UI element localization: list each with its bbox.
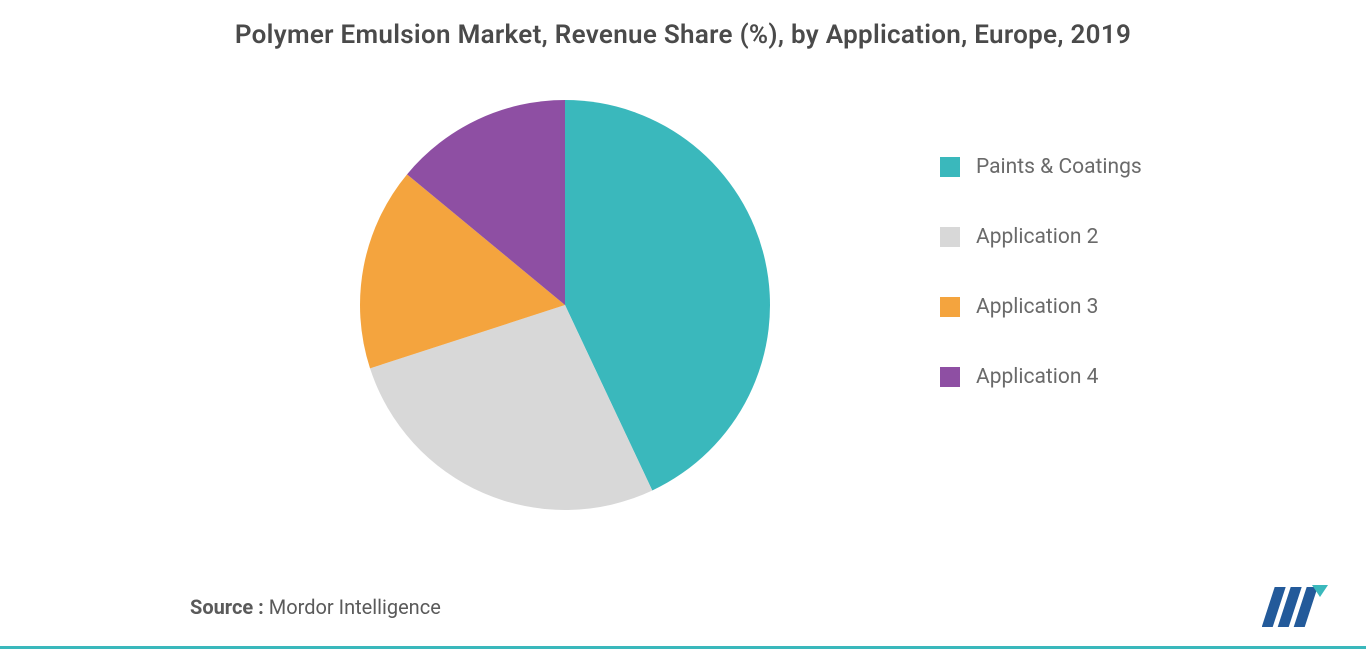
source-attribution: Source : Mordor Intelligence xyxy=(190,595,441,619)
legend-swatch xyxy=(940,367,960,387)
legend-swatch xyxy=(940,227,960,247)
brand-logo xyxy=(1262,583,1330,631)
legend-item: Application 2 xyxy=(940,225,1142,249)
accent-divider xyxy=(0,646,1366,649)
legend-label: Application 3 xyxy=(976,295,1098,319)
pie-chart xyxy=(350,90,780,520)
legend-swatch xyxy=(940,157,960,177)
legend-label: Paints & Coatings xyxy=(976,155,1142,179)
source-prefix: Source : xyxy=(190,595,264,619)
legend-item: Application 4 xyxy=(940,365,1142,389)
legend-item: Application 3 xyxy=(940,295,1142,319)
legend-swatch xyxy=(940,297,960,317)
chart-legend: Paints & Coatings Application 2 Applicatio… xyxy=(940,155,1142,389)
pie-svg xyxy=(350,90,780,520)
source-text: Mordor Intelligence xyxy=(264,595,441,619)
legend-item: Paints & Coatings xyxy=(940,155,1142,179)
legend-label: Application 4 xyxy=(976,365,1098,389)
logo-icon xyxy=(1262,583,1330,631)
legend-label: Application 2 xyxy=(976,225,1098,249)
chart-title: Polymer Emulsion Market, Revenue Share (… xyxy=(0,20,1366,50)
